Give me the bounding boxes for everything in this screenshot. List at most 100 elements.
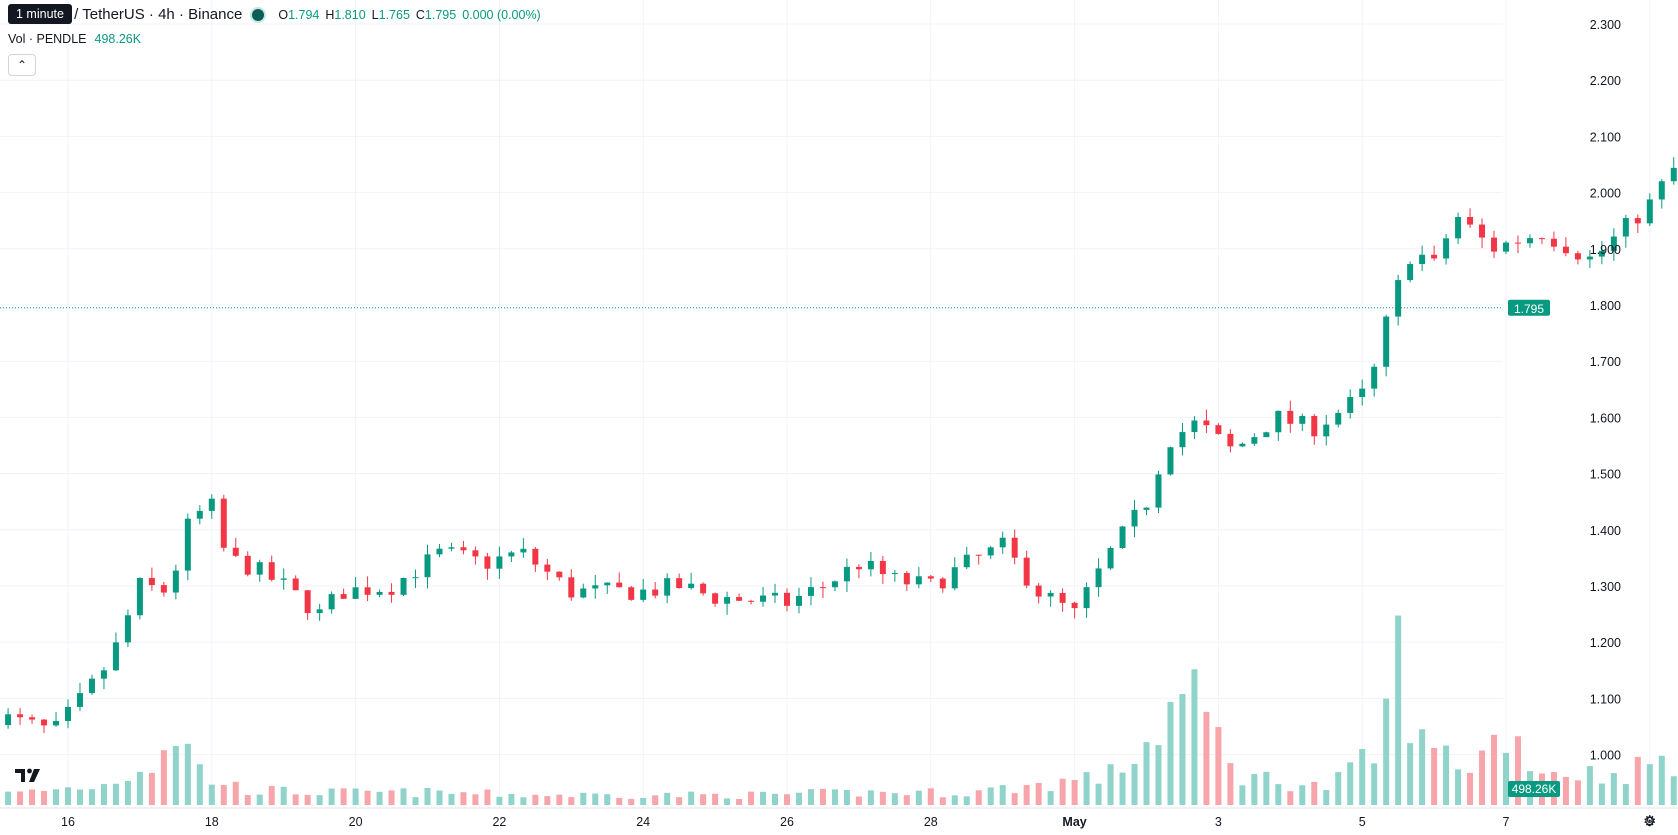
volume-bar: [544, 796, 551, 805]
time-tick-label: 18: [205, 815, 219, 829]
volume-bar: [172, 746, 179, 805]
volume-bar: [580, 792, 587, 805]
price-tick-label: 1.500: [1590, 468, 1621, 482]
volume-bar: [1670, 776, 1677, 805]
volume-bar: [951, 795, 958, 805]
candle-up: [496, 556, 503, 569]
candle-up: [1371, 366, 1378, 389]
volume-bar: [819, 788, 826, 805]
volume-bar: [640, 797, 647, 805]
volume-bar: [148, 772, 155, 805]
last-price-label: 1.795: [1514, 302, 1544, 316]
candle-down: [736, 597, 743, 601]
candle-down: [1287, 410, 1294, 424]
volume-series: [5, 615, 1677, 805]
volume-bar: [496, 796, 503, 805]
volume-bar: [1299, 785, 1306, 805]
candle-down: [855, 566, 862, 570]
candle-up: [448, 547, 455, 549]
candle-down: [220, 498, 227, 548]
candle-down: [616, 582, 623, 588]
candle-up: [256, 562, 263, 575]
volume-bar: [1059, 778, 1066, 805]
candle-up: [65, 706, 71, 722]
volume-bar: [1335, 772, 1342, 805]
candle-up: [136, 577, 143, 616]
time-tick-label: 24: [636, 815, 650, 829]
volume-bar: [1023, 785, 1030, 805]
price-tick-label: 2.000: [1590, 187, 1621, 201]
volume-legend[interactable]: Vol · PENDLE 498.26K: [8, 32, 141, 46]
candle-series: [5, 157, 1677, 734]
candle-down: [292, 578, 299, 591]
time-axis[interactable]: 16182022242628May3579111315171921232527: [0, 807, 1678, 829]
candle-down: [652, 589, 659, 596]
symbol-legend[interactable]: E / TetherUS · 4h · Binance O 1.794 H 1.81…: [8, 6, 541, 23]
candle-down: [712, 593, 719, 604]
candle-up: [328, 594, 335, 610]
candle-up: [112, 642, 119, 671]
volume-bar: [1119, 772, 1126, 805]
candle-up: [772, 592, 779, 596]
candle-down: [268, 562, 275, 580]
time-tick-label: 22: [492, 815, 506, 829]
volume-bar: [196, 764, 203, 805]
candle-up: [208, 498, 215, 511]
volume-bar: [784, 794, 790, 805]
volume-bar: [17, 791, 24, 805]
volume-bar: [1634, 756, 1641, 805]
volume-bar: [1491, 734, 1498, 805]
candle-down: [232, 547, 239, 556]
price-tick-label: 1.700: [1590, 355, 1621, 369]
time-tick-label: 9: [1646, 815, 1653, 829]
candle-up: [1323, 424, 1330, 437]
volume-bar: [508, 793, 515, 805]
time-tick-label: 28: [924, 815, 938, 829]
price-tick-label: 1.300: [1590, 580, 1621, 594]
candle-up: [724, 597, 731, 604]
interval-tooltip: 1 minute: [8, 4, 72, 24]
volume-bar: [1143, 742, 1150, 805]
volume-bar: [688, 791, 695, 805]
volume-bar: [628, 798, 635, 805]
price-axis[interactable]: 2.300 2.200 2.100 2.000 1.900 1.800 1.700 1.600…: [1590, 18, 1621, 763]
volume-bar: [963, 796, 970, 805]
candle-down: [532, 548, 539, 565]
candle-up: [1443, 238, 1450, 259]
volume-bar: [1035, 782, 1042, 805]
symbol-title[interactable]: E / TetherUS · 4h · Binance: [60, 6, 243, 23]
candle-down: [460, 547, 467, 551]
price-tick-label: 1.900: [1590, 243, 1621, 257]
collapse-legend-button[interactable]: ⌃: [8, 54, 36, 76]
time-tick-label: 5: [1359, 815, 1366, 829]
candle-down: [784, 592, 790, 606]
tradingview-logo-icon[interactable]: [14, 766, 44, 786]
volume-bar: [220, 784, 227, 805]
ohlc-low-key: L: [371, 7, 379, 22]
volume-bar: [1574, 780, 1581, 805]
candle-up: [664, 578, 671, 596]
volume-bar: [328, 788, 335, 805]
volume-bar: [1407, 743, 1414, 805]
gear-icon[interactable]: ⚙: [1643, 813, 1657, 830]
candle-up: [1131, 509, 1138, 527]
volume-bar: [724, 798, 731, 805]
candle-up: [520, 548, 527, 553]
volume-bar: [915, 790, 922, 805]
last-volume-label: 498.26K: [1512, 782, 1557, 796]
volume-bar: [1431, 748, 1438, 805]
volume-bar: [532, 794, 539, 805]
price-tick-label: 1.600: [1590, 411, 1621, 425]
volume-bar: [65, 787, 71, 805]
candle-up: [795, 595, 802, 606]
candle-up: [1658, 181, 1665, 200]
candle-up: [124, 615, 131, 643]
volume-bar: [975, 790, 982, 805]
price-change: 0.000 (0.00%): [462, 7, 541, 22]
price-tick-label: 1.100: [1590, 692, 1621, 706]
candle-down: [1035, 585, 1042, 597]
volume-bar: [712, 793, 719, 805]
time-tick-label: 7: [1503, 815, 1510, 829]
candle-down: [304, 590, 311, 614]
